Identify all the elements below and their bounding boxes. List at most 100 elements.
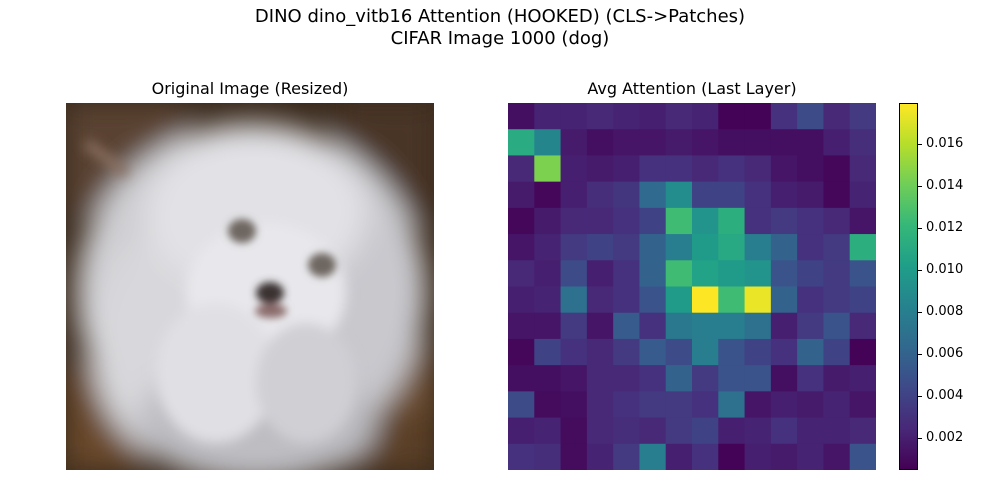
figure-title: DINO dino_vitb16 Attention (HOOKED) (CLS… [0,6,1000,50]
heatmap-cell-r0-c13 [849,103,876,130]
attention-map-title: Avg Attention (Last Layer) [587,79,797,98]
heatmap-cell-r4-c3 [586,207,614,235]
heatmap-cell-r13-c8 [718,443,746,470]
heatmap-cell-r7-c12 [823,286,851,314]
heatmap-cell-r8-c2 [560,312,588,340]
heatmap-cell-r10-c7 [692,365,719,392]
heatmap-cell-r13-c2 [560,443,588,470]
colorbar-tick-mark [918,354,922,356]
heatmap-cell-r6-c13 [849,260,876,287]
heatmap-cell-r9-c3 [586,338,614,366]
heatmap-cell-r2-c13 [849,155,876,183]
heatmap-cell-r5-c10 [770,234,798,261]
heatmap-cell-r3-c1 [534,181,562,209]
colorbar-tick-mark [918,228,922,230]
heatmap-cell-r7-c0 [508,286,535,314]
heatmap-cell-r2-c0 [508,155,535,183]
heatmap-cell-r12-c13 [849,417,876,445]
heatmap-cell-r0-c1 [534,103,562,130]
heatmap-cell-r7-c3 [586,286,614,314]
heatmap-cell-r0-c12 [823,103,851,130]
heatmap-cell-r7-c6 [665,286,693,314]
heatmap-cell-r6-c10 [770,260,798,287]
heatmap-cell-r5-c9 [744,234,772,261]
heatmap-cell-r5-c12 [823,234,851,261]
heatmap-cell-r4-c7 [692,207,719,235]
heatmap-cell-r9-c5 [639,338,667,366]
heatmap-cell-r8-c4 [613,312,640,340]
heatmap-cell-r1-c2 [560,129,588,156]
heatmap-cell-r9-c12 [823,338,851,366]
heatmap-cell-r2-c10 [770,155,798,183]
heatmap-cell-r8-c1 [534,312,562,340]
heatmap-cell-r5-c4 [613,234,640,261]
heatmap-cell-r11-c6 [665,391,693,419]
heatmap-cell-r3-c9 [744,181,772,209]
heatmap-cell-r6-c6 [665,260,693,287]
heatmap-cell-r7-c9 [744,286,772,314]
heatmap-cell-r8-c7 [692,312,719,340]
heatmap-cell-r13-c10 [770,443,798,470]
heatmap-cell-r9-c11 [797,338,824,366]
heatmap-cell-r10-c10 [770,365,798,392]
heatmap-cell-r7-c13 [849,286,876,314]
heatmap-cell-r12-c12 [823,417,851,445]
heatmap-cell-r6-c11 [797,260,824,287]
heatmap-cell-r3-c8 [718,181,746,209]
heatmap-cell-r2-c6 [665,155,693,183]
heatmap-cell-r2-c2 [560,155,588,183]
figure-title-line2: CIFAR Image 1000 (dog) [390,28,610,49]
colorbar-tick-label: 0.010 [926,262,964,278]
heatmap-cell-r2-c4 [613,155,640,183]
attention-heatmap [508,103,876,470]
heatmap-cell-r8-c5 [639,312,667,340]
heatmap-cell-r8-c10 [770,312,798,340]
heatmap-cell-r1-c8 [718,129,746,156]
heatmap-cell-r10-c13 [849,365,876,392]
heatmap-cell-r5-c13 [849,234,876,261]
heatmap-cell-r2-c7 [692,155,719,183]
heatmap-cell-r5-c3 [586,234,614,261]
heatmap-cell-r5-c5 [639,234,667,261]
heatmap-cell-r9-c4 [613,338,640,366]
heatmap-cell-r12-c4 [613,417,640,445]
heatmap-cell-r11-c7 [692,391,719,419]
heatmap-cell-r10-c3 [586,365,614,392]
heatmap-cell-r12-c3 [586,417,614,445]
heatmap-cell-r13-c13 [849,443,876,470]
heatmap-cell-r11-c13 [849,391,876,419]
heatmap-cell-r4-c10 [770,207,798,235]
heatmap-cell-r1-c10 [770,129,798,156]
heatmap-cell-r13-c11 [797,443,824,470]
heatmap-cell-r1-c13 [849,129,876,156]
heatmap-cell-r9-c9 [744,338,772,366]
heatmap-cell-r10-c12 [823,365,851,392]
heatmap-cell-r3-c10 [770,181,798,209]
heatmap-cell-r4-c13 [849,207,876,235]
heatmap-cell-r8-c9 [744,312,772,340]
heatmap-cell-r7-c4 [613,286,640,314]
heatmap-cell-r1-c0 [508,129,535,156]
heatmap-cell-r2-c12 [823,155,851,183]
heatmap-cell-r11-c5 [639,391,667,419]
heatmap-cell-r6-c1 [534,260,562,287]
heatmap-cell-r3-c4 [613,181,640,209]
heatmap-cell-r4-c8 [718,207,746,235]
heatmap-cell-r12-c1 [534,417,562,445]
figure-title-line1: DINO dino_vitb16 Attention (HOOKED) (CLS… [254,6,746,27]
heatmap-cell-r0-c0 [508,103,535,130]
heatmap-cell-r13-c9 [744,443,772,470]
colorbar-tick-label: 0.002 [926,430,964,446]
heatmap-cell-r11-c12 [823,391,851,419]
colorbar [899,103,918,470]
heatmap-cell-r6-c5 [639,260,667,287]
heatmap-cell-r0-c9 [744,103,772,130]
heatmap-cell-r3-c2 [560,181,588,209]
heatmap-cell-r9-c2 [560,338,588,366]
heatmap-cell-r0-c10 [770,103,798,130]
heatmap-cell-r0-c6 [665,103,693,130]
colorbar-tick-mark [918,270,922,272]
heatmap-cell-r0-c8 [718,103,746,130]
heatmap-cell-r5-c2 [560,234,588,261]
heatmap-cell-r2-c5 [639,155,667,183]
